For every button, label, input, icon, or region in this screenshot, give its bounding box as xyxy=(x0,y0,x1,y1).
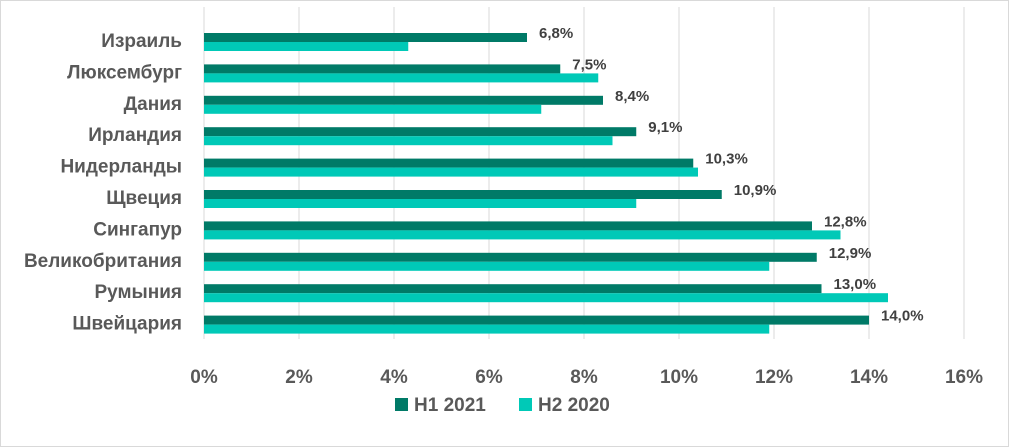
category-label: Израиль xyxy=(101,31,182,52)
bar-series-2 xyxy=(204,324,770,334)
bar-series-2 xyxy=(204,261,770,271)
bar-series-2 xyxy=(204,73,599,83)
x-tick-label: 4% xyxy=(380,367,408,388)
category-label: Румыния xyxy=(94,282,182,303)
bar-series-1 xyxy=(204,158,694,168)
data-label: 7,5% xyxy=(572,56,606,73)
category-label: Щвеция xyxy=(106,188,182,209)
bar-series-1 xyxy=(204,284,822,294)
legend-label: H1 2021 xyxy=(414,395,486,416)
data-label: 12,8% xyxy=(824,213,867,230)
category-label: Люксембург xyxy=(67,62,182,83)
bar-series-1 xyxy=(204,64,561,74)
category-labels: Израиль Люксембург Дания Ирландия Нидерланды… xyxy=(24,31,182,335)
data-label: 6,8% xyxy=(539,25,573,42)
x-tick-label: 12% xyxy=(755,367,793,388)
category-label: Ирландия xyxy=(88,125,182,146)
category-label: Нидерланды xyxy=(60,157,182,178)
bar-series-1 xyxy=(204,95,603,105)
x-tick-label: 8% xyxy=(570,367,598,388)
bar-series-2 xyxy=(204,136,613,146)
legend-label: H2 2020 xyxy=(538,395,610,416)
bar-series-2 xyxy=(204,104,542,114)
x-tick-label: 0% xyxy=(190,367,218,388)
category-label: Великобритания xyxy=(24,251,182,272)
bar-series-2 xyxy=(204,230,841,240)
bar-series-2 xyxy=(204,42,409,51)
data-label: 10,9% xyxy=(734,182,777,199)
x-tick-label: 2% xyxy=(285,367,313,388)
bar-series-2 xyxy=(204,293,888,303)
x-tick-label: 16% xyxy=(945,367,983,388)
bar-series-2 xyxy=(204,199,637,208)
category-label: Швейцария xyxy=(72,314,182,335)
data-label: 13,0% xyxy=(834,276,877,293)
bar-series-1 xyxy=(204,315,869,325)
data-label: 9,1% xyxy=(648,119,682,136)
category-label: Сингапур xyxy=(93,219,182,240)
x-tick-label: 6% xyxy=(475,367,503,388)
x-tick-label: 14% xyxy=(850,367,888,388)
bar-series-1 xyxy=(204,33,527,42)
data-label: 14,0% xyxy=(881,308,924,325)
legend-swatch xyxy=(519,398,532,411)
x-axis-ticks: 0% 2% 4% 6% 8% 10% 12% 14% 16% xyxy=(190,367,983,388)
legend: H1 2021 H2 2020 xyxy=(395,395,610,416)
bar-series-1 xyxy=(204,127,637,137)
bar-series-2 xyxy=(204,167,698,177)
data-labels: 6,8% 7,5% 8,4% 9,1% 10,3% 10,9% 12,8% 12,9% 13,0… xyxy=(539,25,924,325)
bar-series-1 xyxy=(204,190,722,199)
x-tick-label: 10% xyxy=(660,367,698,388)
category-label: Дания xyxy=(124,94,182,115)
bars xyxy=(204,33,888,334)
legend-swatch xyxy=(395,398,408,411)
data-label: 8,4% xyxy=(615,88,649,105)
data-label: 12,9% xyxy=(829,245,872,262)
data-label: 10,3% xyxy=(705,151,748,168)
bar-series-1 xyxy=(204,252,817,262)
bar-series-1 xyxy=(204,221,812,231)
